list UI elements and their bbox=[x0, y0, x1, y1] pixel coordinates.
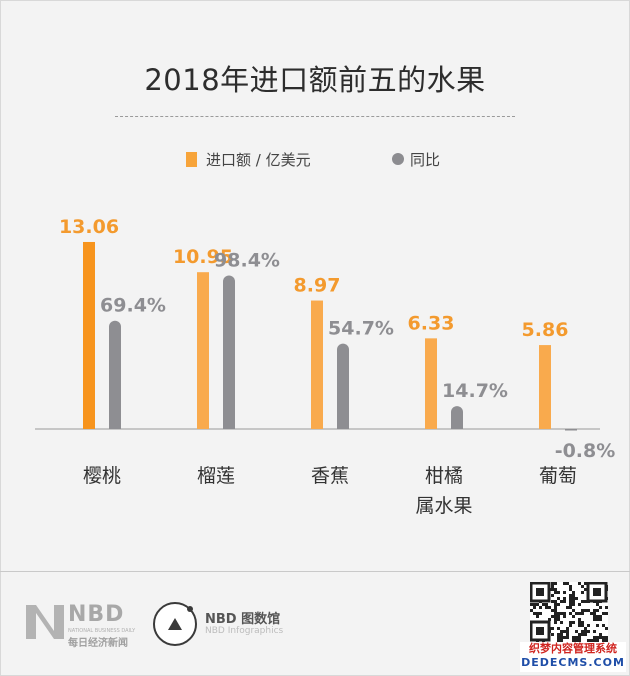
infographics-label: NBD 图数馆 bbox=[205, 612, 281, 627]
label-yoy-2: 54.7% bbox=[328, 318, 394, 340]
watermark-text-2: DEDECMS.COM bbox=[521, 656, 625, 669]
title-divider bbox=[115, 116, 515, 117]
label-yoy-1: 98.4% bbox=[214, 249, 280, 271]
label-yoy-4: -0.8% bbox=[555, 440, 616, 462]
legend: 进口额 / 亿美元 同比 bbox=[0, 148, 630, 170]
bar-import-3 bbox=[425, 338, 437, 429]
category-label-3-line-0: 柑橘 bbox=[425, 465, 463, 487]
category-label-2: 香蕉 bbox=[311, 465, 349, 487]
infographics-logo-icon bbox=[153, 602, 197, 646]
label-import-4: 5.86 bbox=[522, 319, 569, 341]
bar-import-2 bbox=[311, 300, 323, 429]
bar-import-1 bbox=[197, 272, 209, 429]
legend-swatch-import bbox=[186, 152, 197, 167]
bar-yoy-0 bbox=[109, 320, 121, 429]
nbd-brand-cn: 每日经济新闻 bbox=[68, 638, 128, 649]
qr-code-icon bbox=[530, 582, 608, 642]
nbd-brand-en: NATIONAL BUSINESS DAILY bbox=[68, 628, 136, 634]
bar-import-4 bbox=[539, 345, 551, 429]
footer-divider bbox=[0, 571, 630, 572]
nbd-logo-icon bbox=[26, 605, 64, 639]
label-yoy-3: 14.7% bbox=[442, 380, 508, 402]
bar-yoy-1 bbox=[223, 275, 235, 429]
label-import-1: 10.95 bbox=[173, 246, 233, 268]
watermark: 织梦内容管理系统 DEDECMS.COM bbox=[520, 642, 626, 672]
watermark-text-1: 织梦内容管理系统 bbox=[529, 642, 617, 655]
label-import-2: 8.97 bbox=[294, 275, 341, 297]
infographics-label-en: NBD Infographics bbox=[205, 626, 284, 636]
category-label-0: 樱桃 bbox=[83, 465, 121, 487]
bar-yoy-4 bbox=[565, 429, 577, 431]
category-label-1: 榴莲 bbox=[197, 465, 235, 487]
bar-import-0 bbox=[83, 241, 95, 429]
legend-swatch-yoy bbox=[392, 153, 404, 165]
bar-yoy-base-2 bbox=[337, 423, 349, 429]
nbd-brand: NBD bbox=[68, 602, 125, 627]
bar-yoy-base-1 bbox=[223, 423, 235, 429]
bar-yoy-base-0 bbox=[109, 423, 121, 429]
label-import-0: 13.06 bbox=[59, 216, 119, 238]
category-label-4: 葡萄 bbox=[539, 465, 577, 487]
label-yoy-0: 69.4% bbox=[100, 295, 166, 317]
chart-title: 2018年进口额前五的水果 bbox=[144, 63, 486, 97]
legend-label-yoy: 同比 bbox=[410, 151, 441, 169]
bar-yoy-2 bbox=[337, 343, 349, 429]
label-import-3: 6.33 bbox=[408, 312, 455, 334]
category-label-3-line-1: 属水果 bbox=[415, 495, 472, 517]
legend-label-import: 进口额 / 亿美元 bbox=[206, 151, 311, 169]
bar-yoy-base-3 bbox=[451, 423, 463, 429]
